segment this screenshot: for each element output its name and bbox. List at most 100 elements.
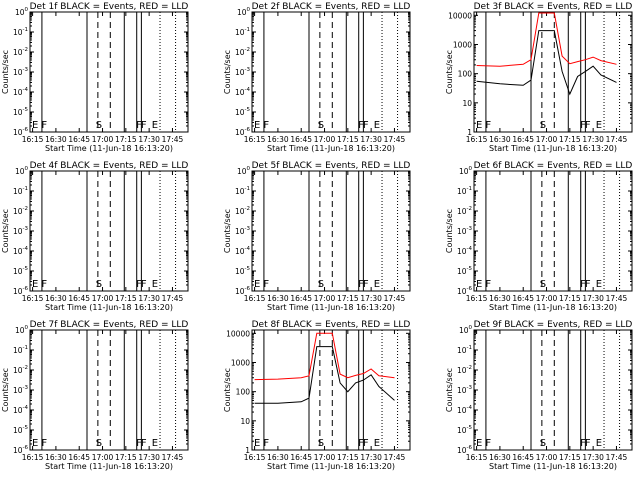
- event-marker-label: F: [580, 279, 586, 290]
- event-marker-label: E: [476, 279, 482, 290]
- y-axis-label: Counts/sec: [223, 368, 232, 412]
- event-marker-label: S: [96, 120, 102, 131]
- event-marker-label: F: [263, 279, 269, 290]
- event-marker-label: F: [363, 279, 369, 290]
- x-tick-label: 17:00: [314, 135, 336, 144]
- event-marker-label: E: [596, 120, 602, 131]
- y-tick-label: 10-4: [235, 87, 251, 97]
- y-tick-label: 10-1: [457, 186, 472, 196]
- y-tick-label: 100: [237, 7, 251, 17]
- event-marker-label: E: [152, 279, 158, 290]
- x-tick-label: 17:15: [337, 135, 359, 144]
- y-tick-label: 10-6: [13, 286, 29, 296]
- x-tick-label: 17:45: [606, 453, 628, 462]
- event-marker-label: E: [374, 279, 380, 290]
- panel-title: Det 8f BLACK = Events, RED = LLD: [252, 320, 411, 330]
- x-tick-label: 17:45: [162, 135, 184, 144]
- y-tick-label: 10-1: [13, 27, 28, 37]
- x-tick-label: 16:15: [244, 453, 266, 462]
- y-tick-label: 10000: [226, 329, 250, 338]
- y-axis-label: Counts/sec: [1, 50, 10, 94]
- event-marker-label: E: [32, 438, 38, 449]
- x-tick-label: 16:45: [290, 294, 312, 303]
- x-tick-label: 16:30: [489, 294, 511, 303]
- y-tick-label: 10-1: [235, 27, 250, 37]
- event-marker-label: F: [585, 120, 591, 131]
- x-axis-label: Start Time (11-Jun-18 16:13:20): [45, 144, 173, 153]
- event-marker-label: E: [596, 438, 602, 449]
- y-tick-label: 10-3: [235, 226, 251, 236]
- y-tick-label: 10-4: [13, 246, 29, 256]
- y-tick-label: 1: [467, 128, 472, 137]
- x-tick-label: 17:45: [162, 453, 184, 462]
- panel-title: Det 2f BLACK = Events, RED = LLD: [252, 2, 411, 12]
- event-marker-label: F: [41, 438, 47, 449]
- event-marker-label: F: [363, 438, 369, 449]
- y-tick-label: 10-5: [13, 425, 29, 435]
- panel-title: Det 9f BLACK = Events, RED = LLD: [474, 320, 633, 330]
- x-tick-label: 17:30: [360, 135, 382, 144]
- plot-frame: [473, 11, 633, 133]
- x-tick-label: 17:15: [337, 453, 359, 462]
- x-tick-label: 17:00: [92, 294, 114, 303]
- x-tick-label: 17:00: [314, 453, 336, 462]
- x-tick-label: 17:30: [360, 453, 382, 462]
- y-axis-label: Counts/sec: [1, 368, 10, 412]
- event-marker-label: E: [374, 438, 380, 449]
- lld-series-line: [476, 12, 617, 67]
- event-marker-label: E: [596, 279, 602, 290]
- event-marker-label: F: [263, 120, 269, 131]
- x-axis-label: Start Time (11-Jun-18 16:13:20): [489, 144, 617, 153]
- lld-series-line: [254, 332, 395, 381]
- event-marker-label: E: [254, 120, 260, 131]
- event-marker-label: S: [318, 120, 324, 131]
- y-tick-label: 10-2: [13, 365, 28, 375]
- y-tick-label: 10-5: [13, 266, 29, 276]
- y-tick-label: 100: [458, 70, 473, 79]
- event-marker-label: S: [96, 438, 102, 449]
- y-tick-label: 10-4: [13, 405, 29, 415]
- y-axis-label: Counts/sec: [1, 209, 10, 253]
- x-tick-label: 16:45: [512, 453, 534, 462]
- x-tick-label: 17:30: [138, 135, 160, 144]
- x-tick-label: 16:30: [489, 135, 511, 144]
- x-tick-label: 17:30: [138, 294, 160, 303]
- y-axis-label: Counts/sec: [445, 209, 454, 253]
- event-marker-label: F: [485, 120, 491, 131]
- x-tick-label: 16:15: [466, 453, 488, 462]
- x-tick-label: 17:00: [536, 294, 558, 303]
- event-marker-label: F: [363, 120, 369, 131]
- panel-title: Det 1f BLACK = Events, RED = LLD: [30, 2, 189, 12]
- y-tick-label: 10000: [448, 11, 472, 20]
- event-marker-label: E: [152, 438, 158, 449]
- y-tick-label: 10-5: [235, 266, 251, 276]
- y-tick-label: 10-3: [13, 385, 29, 395]
- y-axis-label: Counts/sec: [223, 209, 232, 253]
- x-tick-label: 16:30: [267, 453, 289, 462]
- x-tick-label: 17:15: [559, 294, 581, 303]
- event-marker-label: E: [152, 120, 158, 131]
- event-marker-label: F: [358, 438, 364, 449]
- event-marker-label: F: [136, 438, 142, 449]
- x-tick-label: 17:15: [115, 135, 137, 144]
- event-marker-label: E: [476, 120, 482, 131]
- panel-title: Det 5f BLACK = Events, RED = LLD: [252, 161, 411, 171]
- x-tick-label: 17:30: [360, 294, 382, 303]
- y-tick-label: 10-2: [235, 206, 250, 216]
- x-tick-label: 17:45: [606, 294, 628, 303]
- y-tick-label: 10-3: [457, 226, 473, 236]
- plot-frame: [29, 11, 189, 133]
- y-tick-label: 10-5: [235, 107, 251, 117]
- x-tick-label: 17:45: [384, 294, 406, 303]
- x-tick-label: 17:45: [162, 294, 184, 303]
- y-tick-label: 10-3: [457, 385, 473, 395]
- x-tick-label: 17:30: [582, 453, 604, 462]
- y-tick-label: 10-6: [235, 286, 251, 296]
- x-tick-label: 16:15: [466, 294, 488, 303]
- x-axis-label: Start Time (11-Jun-18 16:13:20): [45, 303, 173, 312]
- x-axis-label: Start Time (11-Jun-18 16:13:20): [267, 462, 395, 471]
- event-marker-label: E: [32, 120, 38, 131]
